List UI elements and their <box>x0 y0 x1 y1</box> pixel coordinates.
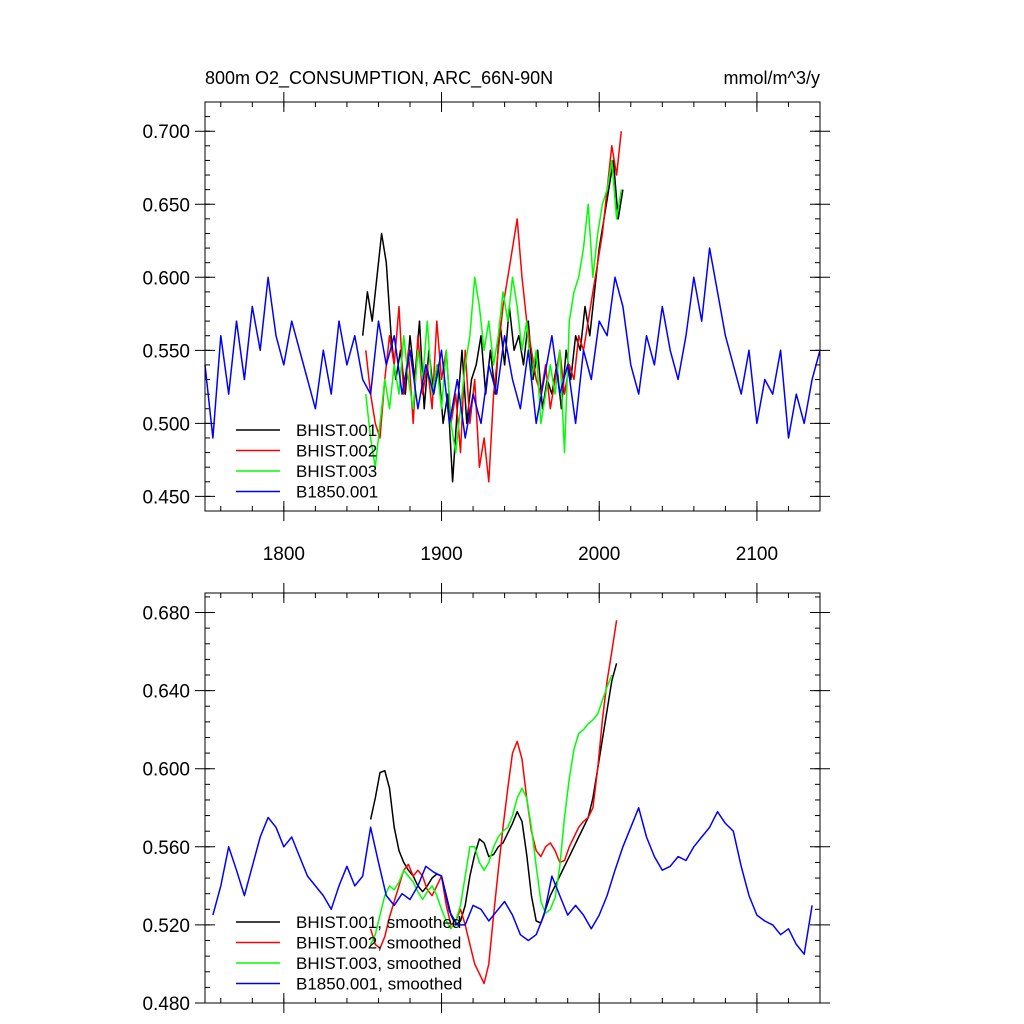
y-tick-label: 0.600 <box>142 760 190 781</box>
legend-label: B1850.001, smoothed <box>296 975 462 994</box>
top-panel: 800m O2_CONSUMPTION, ARC_66N-90N mmol/m^… <box>142 68 830 565</box>
y-tick-label: 0.640 <box>142 682 190 703</box>
legend-label: BHIST.002 <box>296 442 377 461</box>
y-tick-label: 0.650 <box>142 195 190 216</box>
legend-label: BHIST.001, smoothed <box>296 913 461 932</box>
x-tick-label: 1900 <box>420 544 462 565</box>
y-tick-label: 0.500 <box>142 414 190 435</box>
legend-label: BHIST.002, smoothed <box>296 934 461 953</box>
y-tick-label: 0.520 <box>142 916 190 937</box>
series-line <box>369 674 613 945</box>
series-line <box>365 159 623 468</box>
y-tick-label: 0.550 <box>142 341 190 362</box>
chart-title: 800m O2_CONSUMPTION, ARC_66N-90N <box>205 68 553 89</box>
y-tick-label: 0.700 <box>142 122 190 143</box>
series-line <box>365 131 623 483</box>
x-tick-label: 2100 <box>736 544 778 565</box>
y-tick-label: 0.560 <box>142 838 190 859</box>
x-tick-label: 1800 <box>263 544 305 565</box>
y-tick-label: 0.450 <box>142 487 190 508</box>
legend-label: BHIST.001 <box>296 421 377 440</box>
series-line <box>361 159 624 483</box>
series-line <box>212 807 813 955</box>
legend-label: BHIST.003 <box>296 462 377 481</box>
x-tick-label: 2000 <box>578 544 620 565</box>
legend-label: B1850.001 <box>296 483 378 502</box>
bottom-panel: 0.480 0.520 0.560 0.600 0.640 0.680 BHIST.001… <box>142 583 830 1015</box>
plot-frame <box>204 101 821 512</box>
y-tick-label: 0.480 <box>142 994 190 1015</box>
series-line <box>204 247 821 439</box>
y-tick-label: 0.680 <box>142 604 190 625</box>
plot-frame <box>204 592 821 1004</box>
legend-label: BHIST.003, smoothed <box>296 954 461 973</box>
units-label: mmol/m^3/y <box>724 68 820 88</box>
y-tick-label: 0.600 <box>142 268 190 289</box>
